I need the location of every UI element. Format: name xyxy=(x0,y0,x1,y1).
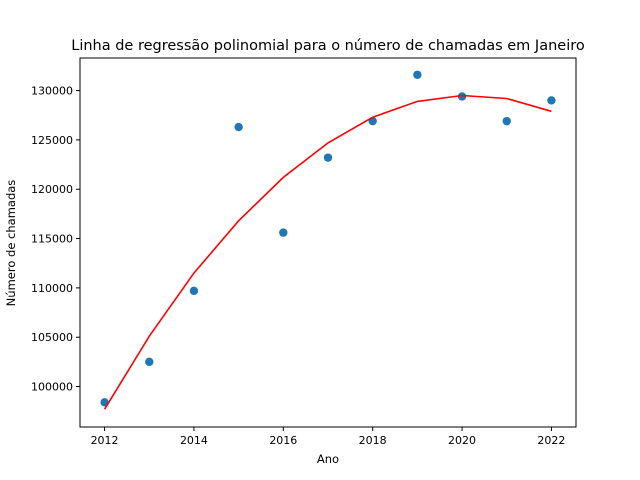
plot-series xyxy=(100,70,556,410)
y-tick-label: 105000 xyxy=(31,331,73,344)
y-tick-label: 125000 xyxy=(31,134,73,147)
x-tick-label: 2020 xyxy=(448,434,476,447)
regression-line xyxy=(103,94,552,410)
y-axis-label: Número de chamadas xyxy=(4,180,18,307)
y-tick-label: 120000 xyxy=(31,183,73,196)
chart-title: Linha de regressão polinomial para o núm… xyxy=(71,38,585,54)
scatter-point xyxy=(547,96,556,105)
scatter-point xyxy=(413,70,422,79)
scatter-point xyxy=(502,116,511,126)
scatter-point xyxy=(234,122,243,132)
y-tick-label: 115000 xyxy=(31,233,73,246)
scatter-point xyxy=(279,228,288,237)
scatter-point xyxy=(189,286,199,296)
scatter-point xyxy=(457,92,467,101)
y-tick-label: 110000 xyxy=(31,282,73,295)
scatter-point xyxy=(323,153,333,162)
x-tick-label: 2018 xyxy=(359,434,387,447)
plot-area-frame xyxy=(79,57,577,428)
x-tick-label: 2012 xyxy=(91,434,119,447)
scatter-point xyxy=(145,357,154,367)
x-tick-label: 2022 xyxy=(537,434,565,447)
y-tick-label: 100000 xyxy=(31,381,73,394)
x-axis: 2012 2014 2016 2018 2020 2022 xyxy=(91,427,565,447)
y-tick-label: 130000 xyxy=(31,85,73,98)
x-axis-label: Ano xyxy=(317,452,339,466)
y-axis: 100000 105000 110000 115000 120000 125000 1300… xyxy=(31,85,80,394)
x-tick-label: 2016 xyxy=(269,434,297,447)
x-tick-label: 2014 xyxy=(180,434,208,447)
